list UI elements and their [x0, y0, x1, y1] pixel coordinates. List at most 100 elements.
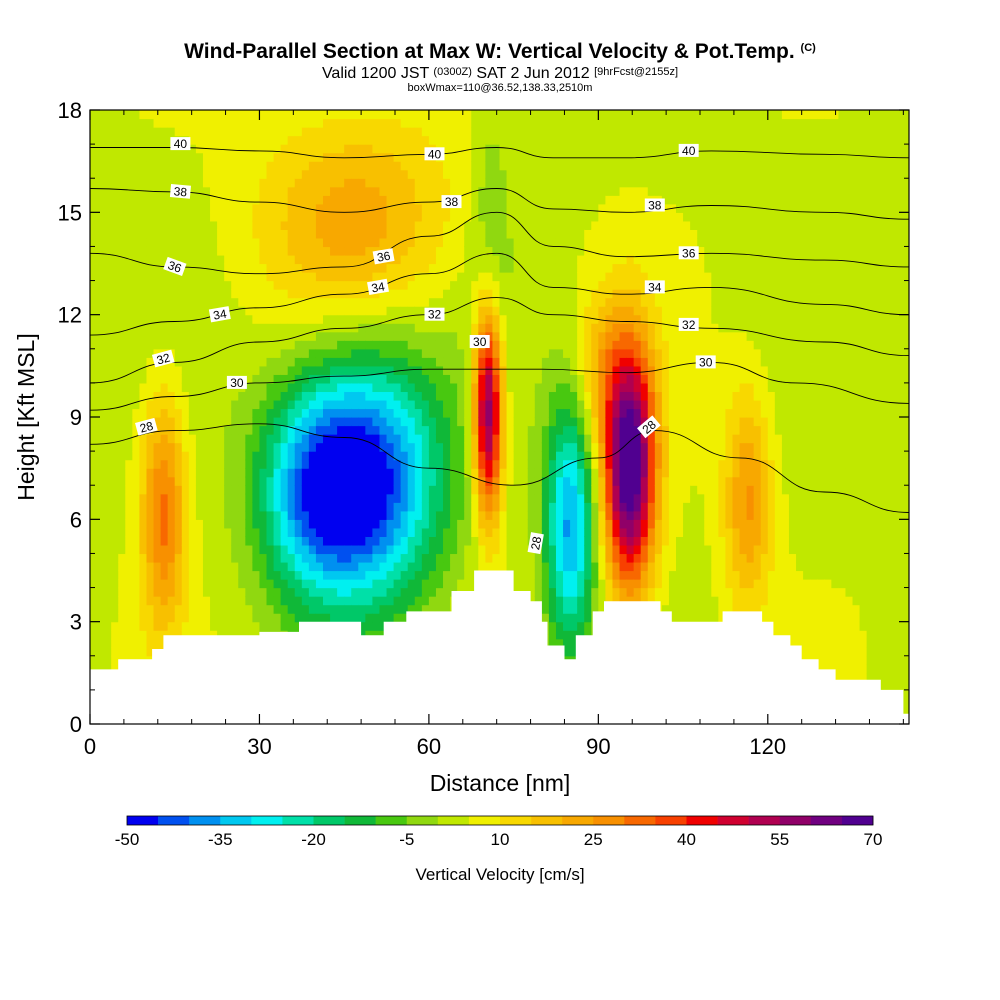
velocity-cell — [344, 152, 352, 162]
velocity-cell — [534, 425, 543, 435]
velocity-cell — [111, 220, 119, 230]
velocity-cell — [301, 587, 310, 597]
velocity-cell — [414, 280, 423, 290]
velocity-cell — [308, 152, 317, 162]
velocity-cell — [118, 169, 126, 179]
velocity-cell — [478, 280, 486, 290]
velocity-cell — [181, 442, 190, 452]
velocity-cell — [238, 536, 246, 546]
velocity-cell — [252, 468, 261, 478]
velocity-cell — [245, 493, 253, 503]
velocity-cell — [308, 323, 317, 333]
velocity-cell — [478, 391, 486, 401]
velocity-cell — [224, 357, 232, 367]
velocity-cell — [132, 647, 141, 657]
velocity-cell — [358, 135, 366, 145]
velocity-cell — [421, 408, 430, 418]
velocity-cell — [541, 604, 550, 614]
velocity-cell — [478, 272, 486, 282]
velocity-cell — [266, 331, 275, 341]
velocity-cell — [485, 152, 494, 162]
velocity-cell — [294, 399, 303, 410]
velocity-cell — [322, 220, 331, 230]
velocity-cell — [379, 399, 388, 410]
velocity-cell — [457, 331, 465, 341]
velocity-cell — [118, 203, 126, 213]
velocity-cell — [125, 212, 133, 222]
velocity-cell — [330, 280, 338, 290]
velocity-cell — [301, 476, 310, 486]
velocity-cell — [330, 425, 338, 435]
velocity-cell — [443, 297, 451, 307]
velocity-cell — [202, 630, 211, 640]
velocity-cell — [118, 459, 126, 469]
velocity-cell — [90, 186, 98, 196]
velocity-cell — [97, 621, 105, 631]
velocity-cell — [153, 442, 162, 452]
velocity-cell — [457, 178, 465, 188]
velocity-cell — [280, 493, 289, 503]
velocity-cell — [287, 289, 296, 299]
velocity-cell — [181, 331, 190, 341]
velocity-cell — [379, 110, 388, 120]
velocity-cell — [322, 357, 331, 367]
velocity-cell — [224, 135, 232, 145]
velocity-cell — [153, 527, 162, 537]
velocity-cell — [358, 144, 366, 154]
velocity-cell — [428, 519, 437, 529]
velocity-cell — [231, 519, 239, 529]
velocity-cell — [287, 135, 296, 145]
velocity-cell — [358, 306, 366, 316]
velocity-cell — [238, 212, 246, 222]
velocity-cell — [146, 544, 155, 555]
velocity-cell — [139, 502, 148, 512]
velocity-cell — [322, 561, 331, 572]
velocity-cell — [266, 306, 275, 316]
velocity-cell — [513, 510, 522, 520]
velocity-cell — [280, 229, 289, 239]
velocity-cell — [118, 493, 126, 503]
velocity-cell — [513, 570, 522, 580]
velocity-cell — [111, 399, 119, 410]
velocity-cell — [520, 220, 529, 230]
velocity-cell — [97, 306, 105, 316]
velocity-cell — [188, 468, 197, 478]
velocity-cell — [111, 596, 119, 606]
velocity-cell — [287, 485, 296, 495]
velocity-cell — [400, 493, 409, 503]
velocity-cell — [548, 638, 557, 648]
velocity-cell — [450, 425, 458, 435]
velocity-cell — [273, 161, 282, 171]
velocity-cell — [513, 357, 522, 367]
velocity-cell — [435, 544, 444, 555]
velocity-cell — [252, 306, 261, 316]
velocity-cell — [548, 587, 557, 597]
velocity-cell — [160, 323, 169, 333]
velocity-cell — [337, 408, 345, 418]
velocity-cell — [414, 323, 423, 333]
velocity-cell — [464, 220, 472, 230]
velocity-cell — [527, 237, 536, 248]
velocity-cell — [181, 579, 190, 589]
velocity-cell — [563, 527, 571, 537]
velocity-cell — [520, 135, 529, 145]
velocity-cell — [570, 502, 578, 512]
velocity-cell — [322, 587, 331, 597]
velocity-cell — [478, 544, 486, 555]
velocity-cell — [125, 587, 133, 597]
velocity-cell — [301, 527, 310, 537]
velocity-cell — [245, 621, 253, 631]
velocity-cell — [435, 374, 444, 384]
velocity-cell — [238, 425, 246, 435]
velocity-cell — [492, 280, 501, 290]
velocity-cell — [90, 527, 98, 537]
velocity-cell — [273, 195, 282, 205]
velocity-cell — [563, 638, 571, 648]
velocity-cell — [118, 553, 126, 563]
velocity-cell — [210, 169, 218, 179]
velocity-cell — [90, 399, 98, 410]
velocity-cell — [506, 340, 515, 350]
velocity-cell — [181, 169, 190, 179]
velocity-cell — [231, 297, 239, 307]
velocity-cell — [534, 306, 543, 316]
